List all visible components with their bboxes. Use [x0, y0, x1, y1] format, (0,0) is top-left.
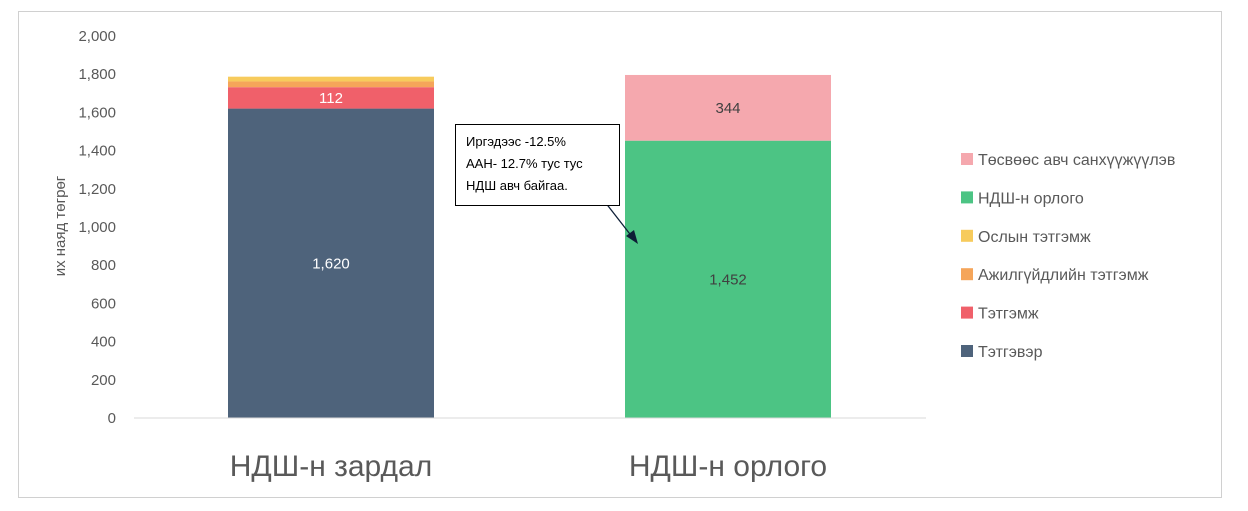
chart-frame [18, 11, 1222, 498]
annotation-callout: Иргэдээс -12.5% ААН- 12.7% тус тус НДШ а… [455, 124, 620, 206]
category-labels: НДШ-н зардал НДШ-н орлого [230, 450, 827, 483]
y-tick-label: 400 [91, 334, 116, 351]
legend-swatch [961, 229, 973, 242]
legend: Төсвөөс авч санхүүжүүлэв НДШ-н орлого Ослы… [961, 152, 1175, 361]
legend-label: НДШ-н орлого [978, 190, 1084, 207]
legend-swatch [961, 345, 973, 357]
annotation-line: Иргэдээс -12.5% [466, 134, 566, 149]
y-tick-label: 1,000 [78, 219, 116, 236]
y-axis-ticks: 0 200 400 600 800 1,000 1,200 1,400 1,600 1,800 2,… [78, 28, 116, 427]
bar-segment [625, 140, 831, 418]
y-tick-label: 1,600 [78, 104, 116, 121]
legend-label: Төсвөөс авч санхүүжүүлэв [978, 152, 1175, 169]
legend-label: Тэтгэмж [978, 306, 1039, 323]
y-tick-label: 0 [108, 410, 116, 427]
data-label: 1,452 [709, 271, 747, 288]
y-tick-label: 600 [91, 295, 116, 312]
legend-label: Ослын тэтгэмж [978, 229, 1091, 246]
bar-segment [228, 87, 434, 109]
y-axis-label: их наяд төгрөг [52, 175, 69, 276]
data-label: 1,620 [312, 255, 350, 272]
bar-segment [228, 76, 434, 82]
legend-swatch [961, 153, 973, 165]
bar-segment [228, 81, 434, 88]
category-label: НДШ-н орлого [629, 450, 827, 483]
legend-label: Тэтгэвэр [978, 344, 1043, 361]
bar-segment [228, 108, 434, 418]
bars: 1,620 112 1,452 344 [228, 74, 831, 418]
data-label: 344 [715, 100, 740, 117]
category-label: НДШ-н зардал [230, 450, 433, 483]
y-tick-label: 2,000 [78, 28, 116, 45]
y-tick-label: 1,200 [78, 181, 116, 198]
legend-swatch [961, 268, 973, 281]
legend-swatch [961, 306, 973, 319]
legend-swatch [961, 191, 973, 204]
y-tick-label: 1,400 [78, 143, 116, 160]
y-tick-label: 200 [91, 372, 116, 389]
annotation-line: НДШ авч байгаа. [466, 178, 568, 193]
annotation-line: ААН- 12.7% тус тус [466, 156, 583, 171]
legend-label: Ажилгүйдлийн тэтгэмж [978, 267, 1149, 284]
y-tick-label: 1,800 [78, 66, 116, 83]
data-label: 112 [319, 90, 343, 107]
bar-segment [625, 74, 831, 141]
y-tick-label: 800 [91, 257, 116, 274]
